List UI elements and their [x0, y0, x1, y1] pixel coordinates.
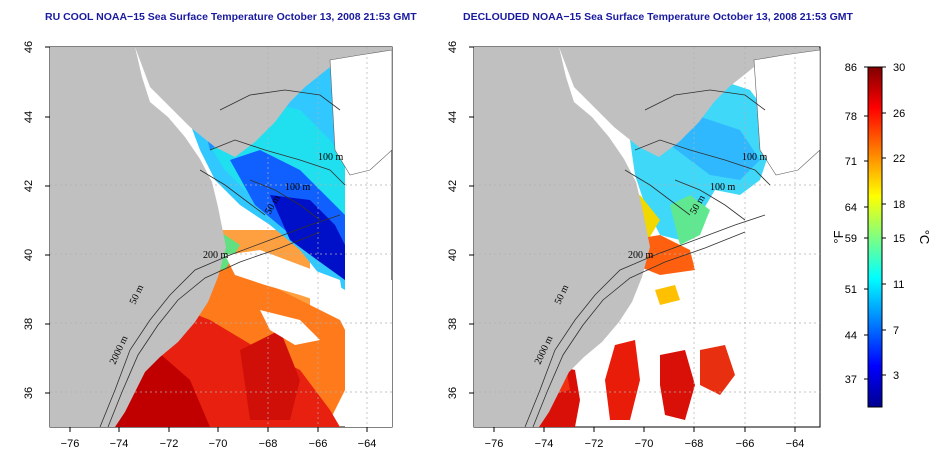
right-bathymetry-contours	[524, 89, 771, 427]
right-y-axis: 46 44 42 40 38 36	[447, 41, 459, 399]
celsius-tick: 11	[893, 279, 904, 291]
x-tick-label: −64	[358, 438, 377, 450]
left-tick-marks	[45, 46, 368, 432]
x-tick-label: −74	[535, 438, 554, 450]
fahrenheit-tick: 37	[845, 374, 857, 386]
contour-label: 100 m	[285, 182, 311, 193]
right-tick-marks	[469, 46, 796, 432]
left-map-panel: 100 m 100 m 50 m 200 m 50 m 2000 m −76 −…	[23, 41, 393, 450]
x-tick-label: −66	[309, 438, 328, 450]
left-panel-title: RU COOL NOAA−15 Sea Surface Temperature …	[45, 11, 417, 23]
celsius-tick: 7	[893, 325, 899, 337]
celsius-tick: 22	[893, 153, 905, 165]
x-tick-label: −70	[209, 438, 228, 450]
x-tick-label: −76	[61, 438, 80, 450]
right-x-axis: −76 −74 −72 −70 −68 −66 −64	[485, 438, 805, 450]
left-y-axis: 46 44 42 40 38 36	[23, 41, 35, 399]
y-tick-label: 46	[447, 41, 459, 53]
y-tick-label: 42	[23, 180, 35, 192]
colorbar-celsius-ticks: 30 26 22 18 15 11 7 3	[893, 62, 905, 382]
left-gridlines	[50, 47, 392, 427]
y-tick-label: 44	[23, 111, 35, 123]
y-tick-label: 40	[447, 249, 459, 261]
left-bathymetry-contours	[99, 89, 346, 427]
y-tick-label: 36	[447, 387, 459, 399]
contour-label: 100 m	[742, 152, 768, 163]
colorbar: 86 78 71 64 59 51 44 37 30 26 22 18 15 1…	[831, 62, 932, 408]
celsius-tick: 18	[893, 199, 905, 211]
fahrenheit-tick: 71	[845, 156, 857, 168]
x-tick-label: −68	[259, 438, 278, 450]
fahrenheit-tick: 59	[845, 233, 857, 245]
celsius-tick: 3	[893, 370, 899, 382]
contour-label: 100 m	[710, 182, 736, 193]
y-tick-label: 46	[23, 41, 35, 53]
celsius-tick: 26	[893, 108, 905, 120]
x-tick-label: −72	[585, 438, 604, 450]
celsius-unit-label: °C	[917, 230, 932, 245]
colorbar-tick-marks	[864, 66, 886, 380]
y-tick-label: 38	[447, 318, 459, 330]
fahrenheit-tick: 51	[845, 284, 857, 296]
x-tick-label: −72	[160, 438, 179, 450]
x-tick-label: −70	[635, 438, 654, 450]
colorbar-gradient	[867, 66, 883, 408]
fahrenheit-tick: 64	[845, 202, 857, 214]
contour-label: 200 m	[203, 250, 229, 261]
x-tick-label: −64	[786, 438, 805, 450]
contour-label: 100 m	[318, 152, 344, 163]
y-tick-label: 40	[23, 249, 35, 261]
y-tick-label: 36	[23, 387, 35, 399]
fahrenheit-tick: 78	[845, 111, 857, 123]
fahrenheit-unit-label: °F	[831, 230, 846, 243]
x-tick-label: −68	[685, 438, 704, 450]
right-gridlines	[474, 47, 820, 427]
contour-label: 200 m	[628, 250, 654, 261]
left-x-axis: −76 −74 −72 −70 −68 −66 −64	[61, 438, 377, 450]
x-tick-label: −74	[110, 438, 129, 450]
y-tick-label: 42	[447, 180, 459, 192]
x-tick-label: −66	[736, 438, 755, 450]
x-tick-label: −76	[485, 438, 504, 450]
right-panel-title: DECLOUDED NOAA−15 Sea Surface Temperatur…	[463, 11, 853, 23]
celsius-tick: 30	[893, 62, 905, 74]
fahrenheit-tick: 44	[845, 330, 857, 342]
y-tick-label: 44	[447, 111, 459, 123]
y-tick-label: 38	[23, 318, 35, 330]
fahrenheit-tick: 86	[845, 62, 857, 74]
celsius-tick: 15	[893, 233, 905, 245]
colorbar-fahrenheit-ticks: 86 78 71 64 59 51 44 37	[845, 62, 857, 386]
right-map-panel: 100 m 100 m 50 m 200 m 50 m 2000 m −76 −…	[447, 41, 821, 450]
